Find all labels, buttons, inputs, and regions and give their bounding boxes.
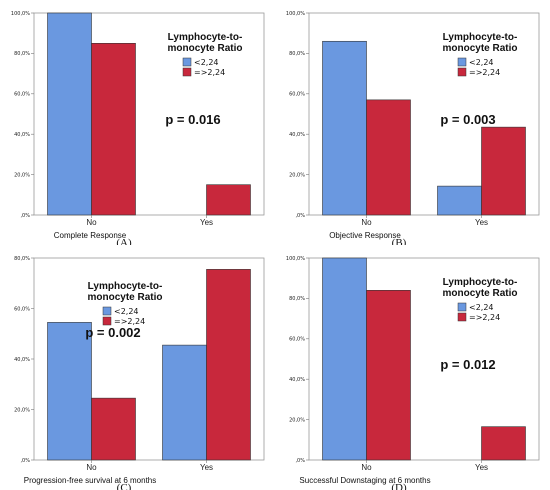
legend-swatch-1 <box>457 302 467 312</box>
chart-panel-d: ,0% 20,0% 40,0% 60,0% 80,0% 100,0% No Yes Succes… <box>275 245 550 490</box>
bar-no-series-1 <box>322 257 367 461</box>
y-tick-label: 60,0% <box>14 92 30 98</box>
category-label: No <box>361 463 372 472</box>
legend-swatch-2 <box>457 312 467 322</box>
p-value-annotation: p = 0.016 <box>165 112 220 127</box>
legend-title: monocyte Ratio <box>442 43 517 54</box>
legend-entry-2: =>2,24 <box>469 68 500 77</box>
y-tick-label: 80,0% <box>289 51 305 57</box>
y-tick-label: 60,0% <box>14 306 30 312</box>
plot-frame <box>33 12 265 216</box>
x-axis-label: Progression-free survival at 6 months <box>24 476 157 485</box>
legend-swatch-2 <box>182 67 192 77</box>
y-tick-label: 80,0% <box>14 256 30 262</box>
bar-no-series-2 <box>91 42 136 216</box>
y-tick-label: ,0% <box>295 458 305 464</box>
legend-swatch-1 <box>457 57 467 67</box>
legend-title: monocyte Ratio <box>87 292 162 303</box>
p-value-annotation: p = 0.002 <box>85 325 140 340</box>
category-label: No <box>361 218 372 227</box>
y-tick-label: 20,0% <box>14 407 30 413</box>
y-tick-label: 40,0% <box>289 377 305 383</box>
bar-yes-series-1 <box>162 344 207 461</box>
y-tick-label: ,0% <box>20 213 30 219</box>
legend-title: Lymphocyte-to- <box>443 32 518 43</box>
chart-svg: ,0% 20,0% 40,0% 60,0% 80,0% 100,0% No Yes Comple… <box>11 11 265 245</box>
bar-yes-series-2 <box>206 269 251 461</box>
legend-title: monocyte Ratio <box>442 288 517 299</box>
bar-no-series-2 <box>91 397 136 461</box>
chart-panel-b: ,0% 20,0% 40,0% 60,0% 80,0% 100,0% No Yes Object… <box>275 0 550 245</box>
y-tick-label: 20,0% <box>289 172 305 178</box>
bar-yes-series-2 <box>206 184 251 216</box>
y-tick-label: 40,0% <box>289 132 305 138</box>
category-label: Yes <box>475 218 488 227</box>
y-tick-label: 80,0% <box>289 296 305 302</box>
category-label: No <box>86 463 97 472</box>
y-tick-label: ,0% <box>20 458 30 464</box>
y-tick-label: 60,0% <box>289 337 305 343</box>
category-label: No <box>86 218 97 227</box>
y-tick-label: 100,0% <box>286 256 305 262</box>
p-value-annotation: p = 0.012 <box>440 357 495 372</box>
panel-letter: (A) <box>116 237 132 245</box>
y-tick-label: 20,0% <box>14 172 30 178</box>
y-tick-label: 80,0% <box>14 51 30 57</box>
chart-svg: ,0% 20,0% 40,0% 60,0% 80,0% 100,0% No Yes Succes… <box>286 256 540 490</box>
legend-swatch-1 <box>182 57 192 67</box>
bar-no-series-2 <box>366 99 411 216</box>
bar-yes-series-1 <box>437 185 482 216</box>
bar-no-series-1 <box>47 322 92 461</box>
panel-letter: (C) <box>117 482 132 490</box>
y-tick-label: 100,0% <box>286 11 305 17</box>
y-tick-label: 20,0% <box>289 417 305 423</box>
legend-entry-1: <2,24 <box>469 58 494 67</box>
legend-entry-2: =>2,24 <box>114 317 145 326</box>
category-label: Yes <box>200 463 213 472</box>
bar-no-series-1 <box>322 40 367 216</box>
chart-panel-c: ,0% 20,0% 40,0% 60,0% 80,0% No Yes Progression-… <box>0 245 275 490</box>
legend-entry-1: <2,24 <box>469 303 494 312</box>
legend-title: monocyte Ratio <box>167 43 242 54</box>
legend-swatch-2 <box>102 316 112 326</box>
legend-entry-1: <2,24 <box>194 58 219 67</box>
legend-swatch-2 <box>457 67 467 77</box>
y-tick-label: 60,0% <box>289 92 305 98</box>
legend-entry-2: =>2,24 <box>194 68 225 77</box>
chart-panel-a: ,0% 20,0% 40,0% 60,0% 80,0% 100,0% No Yes Comple… <box>0 0 275 245</box>
y-tick-label: 40,0% <box>14 132 30 138</box>
p-value-annotation: p = 0.003 <box>440 112 495 127</box>
legend-swatch-1 <box>102 306 112 316</box>
bar-no-series-1 <box>47 12 92 216</box>
y-tick-label: ,0% <box>295 213 305 219</box>
legend-title: Lymphocyte-to- <box>168 32 243 43</box>
x-axis-label: Complete Response <box>54 231 127 240</box>
bar-yes-series-2 <box>481 426 526 461</box>
y-tick-label: 100,0% <box>11 11 30 17</box>
panel-letter: (D) <box>391 482 407 490</box>
y-tick-label: 40,0% <box>14 357 30 363</box>
legend-title: Lymphocyte-to- <box>88 281 163 292</box>
legend-title: Lymphocyte-to- <box>443 277 518 288</box>
legend-entry-2: =>2,24 <box>469 313 500 322</box>
x-axis-label: Successful Downstaging at 6 months <box>299 476 430 485</box>
category-label: Yes <box>475 463 488 472</box>
bar-no-series-2 <box>366 290 411 461</box>
legend-entry-1: <2,24 <box>114 307 139 316</box>
panel-letter: (B) <box>392 237 407 245</box>
chart-svg: ,0% 20,0% 40,0% 60,0% 80,0% 100,0% No Yes Object… <box>286 11 540 245</box>
chart-svg: ,0% 20,0% 40,0% 60,0% 80,0% No Yes Progression-… <box>14 256 265 490</box>
category-label: Yes <box>200 218 213 227</box>
bar-yes-series-2 <box>481 126 526 216</box>
x-axis-label: Objective Response <box>329 231 401 240</box>
plot-frame <box>308 257 540 461</box>
plot-frame <box>308 12 540 216</box>
